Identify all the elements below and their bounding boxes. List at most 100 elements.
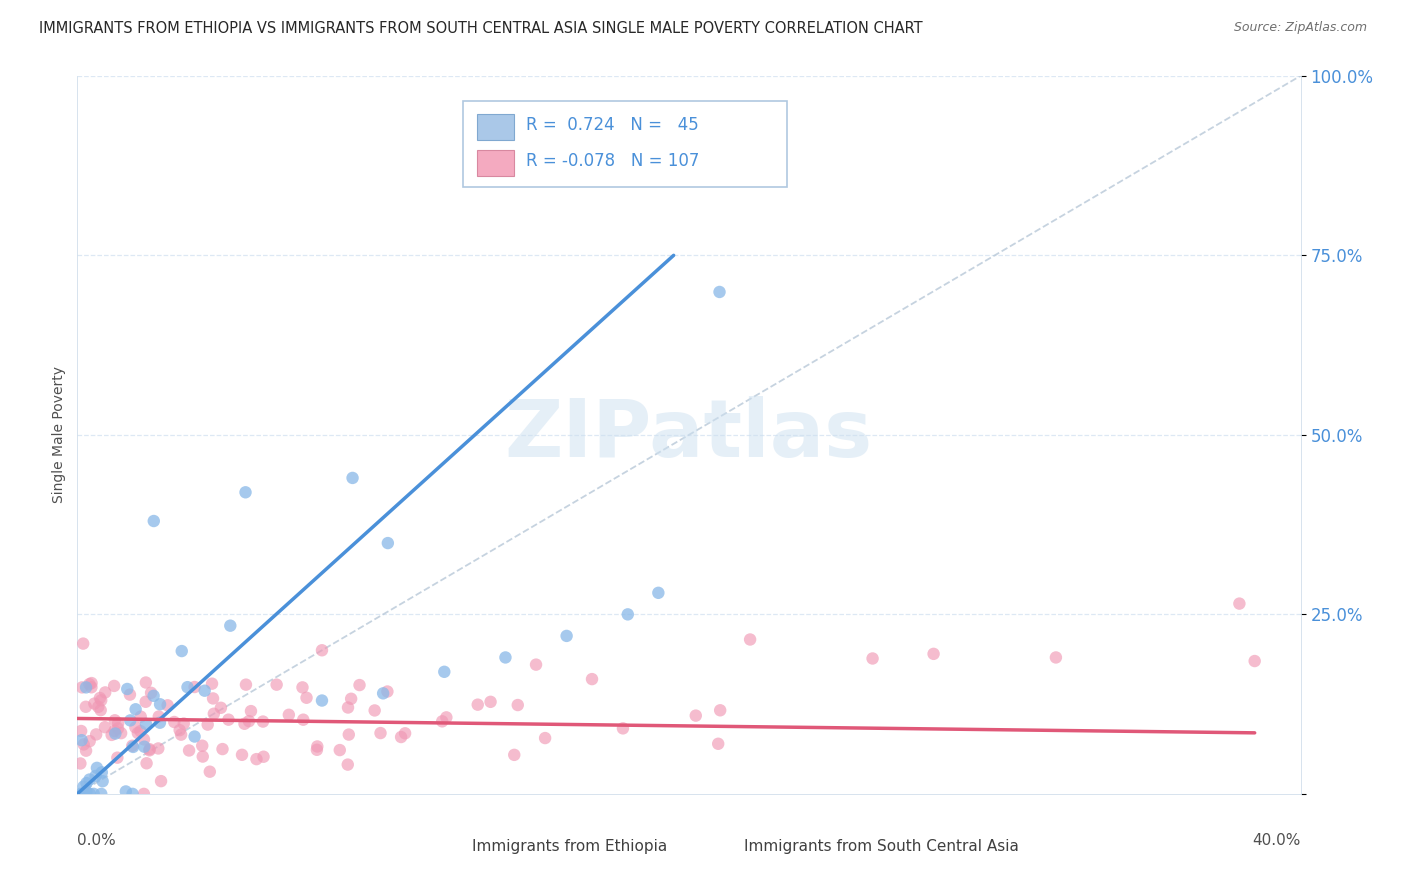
- Point: [79, 787, 101, 801]
- Point: [233, 716, 256, 731]
- Point: [110, 726, 132, 740]
- Point: [555, 629, 578, 643]
- Point: [191, 739, 214, 753]
- Point: [307, 739, 329, 754]
- Point: [127, 726, 149, 740]
- Text: Source: ZipAtlas.com: Source: ZipAtlas.com: [1233, 21, 1367, 35]
- Point: [121, 787, 143, 801]
- Point: [295, 690, 318, 705]
- Point: [1045, 650, 1067, 665]
- Point: [235, 678, 257, 692]
- Point: [1243, 654, 1265, 668]
- Point: [467, 698, 489, 712]
- Point: [235, 485, 257, 500]
- Point: [170, 728, 193, 742]
- Point: [862, 651, 884, 665]
- Point: [183, 730, 205, 744]
- Point: [377, 684, 399, 698]
- Point: [183, 680, 205, 694]
- Point: [90, 765, 112, 780]
- Point: [100, 728, 122, 742]
- Point: [72, 787, 94, 801]
- Point: [581, 672, 603, 686]
- Point: [105, 750, 128, 764]
- Text: Immigrants from Ethiopia: Immigrants from Ethiopia: [472, 838, 668, 854]
- Point: [252, 749, 274, 764]
- Point: [90, 693, 112, 707]
- Point: [138, 743, 160, 757]
- Point: [170, 644, 193, 658]
- Point: [922, 647, 945, 661]
- Point: [132, 787, 155, 801]
- Point: [156, 698, 179, 713]
- Point: [240, 704, 263, 718]
- Point: [132, 732, 155, 747]
- Point: [149, 715, 172, 730]
- Text: ZIPatlas: ZIPatlas: [505, 396, 873, 474]
- FancyBboxPatch shape: [463, 101, 787, 187]
- Point: [69, 756, 91, 771]
- Point: [349, 678, 371, 692]
- Point: [107, 722, 129, 736]
- Point: [337, 700, 360, 714]
- Point: [80, 676, 103, 690]
- Text: R =  0.724   N =   45: R = 0.724 N = 45: [526, 116, 699, 134]
- Point: [94, 720, 117, 734]
- Point: [503, 747, 526, 762]
- Y-axis label: Single Male Poverty: Single Male Poverty: [52, 367, 66, 503]
- Point: [292, 713, 315, 727]
- Point: [394, 726, 416, 740]
- Point: [740, 632, 762, 647]
- Point: [94, 685, 117, 699]
- Point: [76, 776, 98, 790]
- Point: [80, 680, 103, 694]
- Point: [129, 724, 152, 739]
- Point: [135, 675, 157, 690]
- Point: [342, 471, 364, 485]
- Point: [73, 738, 96, 752]
- Text: R = -0.078   N = 107: R = -0.078 N = 107: [526, 153, 700, 170]
- Point: [377, 536, 399, 550]
- Point: [149, 698, 172, 712]
- Point: [219, 618, 242, 632]
- Point: [709, 285, 731, 299]
- Point: [118, 688, 141, 702]
- Point: [173, 716, 195, 731]
- Point: [1229, 597, 1251, 611]
- Point: [129, 709, 152, 723]
- Point: [329, 743, 352, 757]
- Point: [202, 706, 225, 721]
- Point: [148, 741, 170, 756]
- Point: [104, 714, 127, 728]
- Point: [79, 734, 101, 748]
- Point: [83, 697, 105, 711]
- Point: [311, 643, 333, 657]
- Point: [218, 713, 240, 727]
- Point: [70, 733, 93, 747]
- Point: [135, 756, 157, 771]
- Point: [114, 784, 136, 798]
- Point: [371, 686, 394, 700]
- Text: 0.0%: 0.0%: [77, 833, 117, 848]
- Bar: [477, 151, 515, 177]
- Point: [191, 749, 214, 764]
- Point: [75, 744, 97, 758]
- Point: [238, 714, 260, 728]
- Point: [479, 695, 502, 709]
- Point: [75, 784, 97, 798]
- Point: [506, 698, 529, 712]
- Point: [197, 717, 219, 731]
- Point: [337, 728, 360, 742]
- Point: [79, 772, 101, 787]
- Point: [266, 678, 288, 692]
- Point: [198, 764, 221, 779]
- Bar: [477, 114, 515, 140]
- Point: [103, 679, 125, 693]
- Point: [89, 691, 111, 706]
- Point: [90, 703, 112, 717]
- Point: [534, 731, 557, 745]
- Point: [139, 686, 162, 700]
- Bar: [439, 838, 465, 856]
- Point: [612, 722, 634, 736]
- Point: [245, 752, 267, 766]
